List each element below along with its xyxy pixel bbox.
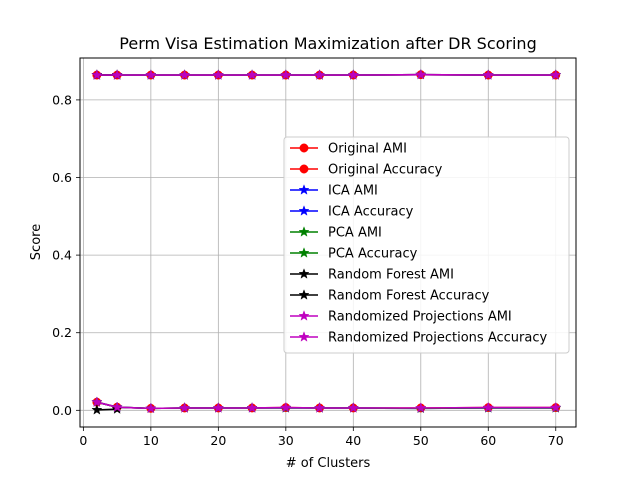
data-point xyxy=(482,401,494,413)
legend-box xyxy=(283,136,570,354)
legend-entry: Original Accuracy xyxy=(290,163,443,178)
data-point xyxy=(314,69,326,80)
data-point xyxy=(482,69,494,80)
legend-label: ICA AMI xyxy=(328,184,378,199)
legend-label: Original Accuracy xyxy=(328,163,443,178)
legend-label: PCA Accuracy xyxy=(328,247,418,262)
data-point xyxy=(179,402,191,413)
legend-entry: ICA Accuracy xyxy=(290,205,414,220)
x-tick-label: 20 xyxy=(210,433,226,448)
legend: Original AMI Original Accuracy ICA AMI ICA … xyxy=(283,136,570,354)
data-point xyxy=(347,69,359,80)
x-axis-label: # of Clusters xyxy=(286,456,371,471)
legend-entry: ICA AMI xyxy=(290,184,378,199)
series-10 xyxy=(91,68,562,80)
data-point xyxy=(280,69,292,80)
x-tick-label: 60 xyxy=(480,433,496,448)
data-point xyxy=(145,402,157,414)
y-axis-label: Score xyxy=(29,224,44,260)
legend-entry: PCA Accuracy xyxy=(290,247,418,262)
data-point xyxy=(314,402,326,413)
data-point xyxy=(415,402,427,413)
data-point xyxy=(550,69,562,80)
y-tick-label: 0.6 xyxy=(52,170,72,185)
data-point xyxy=(179,69,191,80)
data-point xyxy=(91,404,103,415)
y-tick-label: 0.4 xyxy=(52,248,72,263)
legend-marker xyxy=(299,164,309,174)
data-point xyxy=(111,69,123,80)
x-tick-label: 50 xyxy=(413,433,429,448)
series-line xyxy=(96,401,556,410)
legend-label: Random Forest Accuracy xyxy=(328,289,490,304)
data-point xyxy=(246,69,258,80)
legend-label: ICA Accuracy xyxy=(328,205,414,220)
legend-entry: Random Forest Accuracy xyxy=(290,289,490,304)
x-tick-label: 40 xyxy=(345,433,361,448)
data-point xyxy=(246,402,258,413)
data-point xyxy=(347,402,359,413)
x-tick-label: 70 xyxy=(548,433,564,448)
data-point xyxy=(111,401,123,412)
y-tick-label: 0.0 xyxy=(52,403,72,418)
legend-marker xyxy=(298,331,310,342)
series-layer xyxy=(91,68,562,415)
legend-label: Random Forest AMI xyxy=(328,268,454,283)
y-tick-label: 0.8 xyxy=(52,92,72,107)
data-point xyxy=(212,402,224,413)
ticks: 0 10 20 30 40 50 60 70 0.0 0.2 0.4 0.6 0.8 xyxy=(52,92,564,448)
legend-marker xyxy=(298,226,310,237)
legend-marker xyxy=(298,184,310,195)
legend-label: Randomized Projections Accuracy xyxy=(328,331,547,346)
series-9 xyxy=(91,396,562,414)
legend-label: Original AMI xyxy=(328,142,407,157)
chart-title: Perm Visa Estimation Maximization after … xyxy=(119,34,536,53)
x-tick-label: 10 xyxy=(143,433,159,448)
legend-entry: Original AMI xyxy=(290,142,407,157)
data-point xyxy=(212,69,224,80)
legend-marker xyxy=(298,205,310,216)
data-point xyxy=(145,69,157,80)
legend-marker xyxy=(298,268,310,279)
legend-label: Randomized Projections AMI xyxy=(328,310,512,325)
data-point xyxy=(91,69,103,80)
legend-label: PCA AMI xyxy=(328,226,382,241)
data-point xyxy=(415,68,427,80)
legend-entry: Randomized Projections Accuracy xyxy=(290,331,547,346)
legend-entry: PCA AMI xyxy=(290,226,382,241)
legend-entry: Random Forest AMI xyxy=(290,268,454,283)
data-point xyxy=(91,396,103,407)
x-tick-label: 30 xyxy=(278,433,294,448)
data-point xyxy=(280,401,292,413)
legend-marker xyxy=(298,247,310,258)
x-tick-label: 0 xyxy=(79,433,87,448)
y-tick-label: 0.2 xyxy=(52,325,72,340)
legend-entry: Randomized Projections AMI xyxy=(290,310,512,325)
legend-marker xyxy=(298,310,310,321)
data-point xyxy=(550,401,562,413)
legend-marker xyxy=(298,289,310,300)
legend-marker xyxy=(299,143,309,153)
plot-frame xyxy=(79,57,577,428)
